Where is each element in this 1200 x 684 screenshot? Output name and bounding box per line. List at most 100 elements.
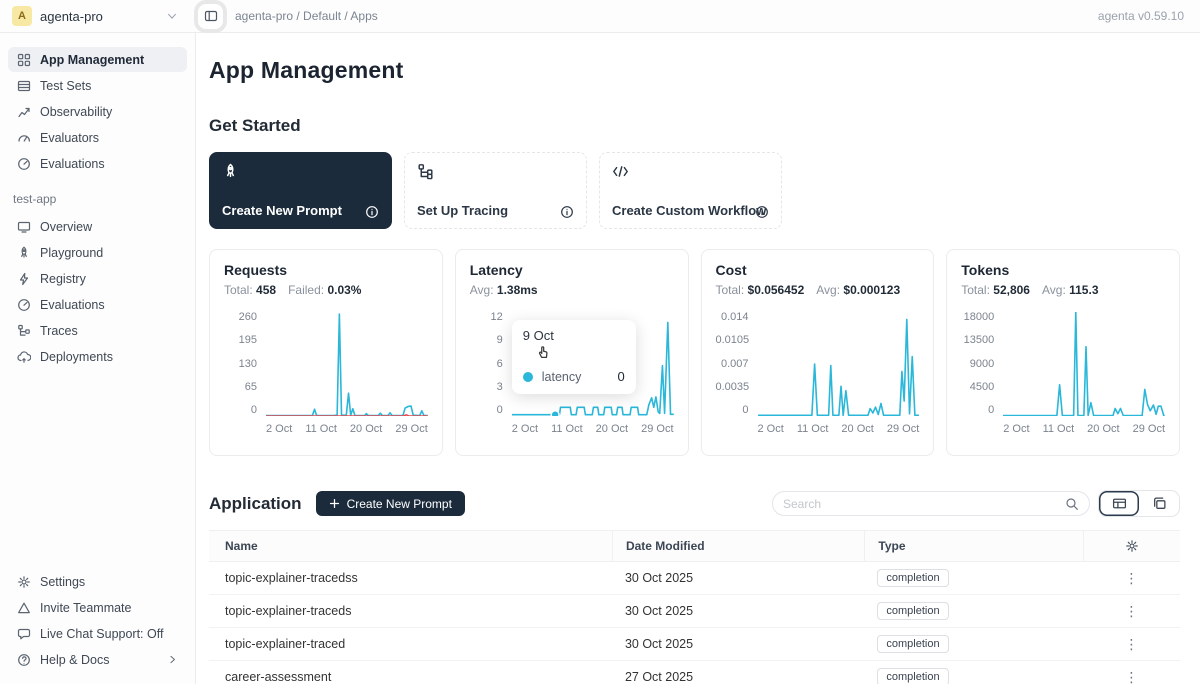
requests-chart[interactable]	[266, 312, 428, 416]
create-new-prompt-button[interactable]: Create New Prompt	[316, 491, 465, 516]
cost-chart[interactable]	[758, 312, 920, 416]
y-axis-labels: 1800013500900045000	[961, 312, 1003, 416]
create-custom-workflow-card[interactable]: Create Custom Workflow	[599, 152, 782, 229]
column-settings-icon[interactable]	[1125, 539, 1139, 553]
chevron-down-icon	[166, 10, 178, 22]
sidebar-item-settings[interactable]: Settings	[8, 569, 187, 594]
x-axis-labels: 2 Oct11 Oct20 Oct29 Oct	[716, 423, 920, 435]
application-header: Application Create New Prompt	[209, 490, 1180, 517]
column-header-name[interactable]: Name	[209, 531, 612, 561]
app-name[interactable]: topic-explainer-tracedss	[209, 571, 612, 585]
code-icon	[612, 163, 769, 180]
tree-icon	[17, 324, 31, 338]
search-icon[interactable]	[1065, 497, 1079, 511]
info-icon[interactable]	[365, 205, 379, 219]
row-menu-icon[interactable]: ⋮	[1118, 603, 1144, 620]
y-axis-labels: 0.0140.01050.0070.00350	[716, 312, 758, 416]
column-header-type[interactable]: Type	[864, 531, 1082, 561]
x-axis-labels: 2 Oct11 Oct20 Oct29 Oct	[961, 423, 1165, 435]
metric-stats: Total: 458Failed: 0.03%	[224, 283, 428, 297]
card-view-icon	[1152, 496, 1167, 511]
table-row[interactable]: career-assessment27 Oct 2025completion⋮	[209, 661, 1180, 684]
row-menu-icon[interactable]: ⋮	[1118, 669, 1144, 684]
info-icon[interactable]	[560, 205, 574, 219]
column-header-date-modified[interactable]: Date Modified	[612, 531, 864, 561]
x-axis-labels: 2 Oct11 Oct20 Oct29 Oct	[470, 423, 674, 435]
sidebar-item-test-sets[interactable]: Test Sets	[8, 73, 187, 98]
app-name[interactable]: career-assessment	[209, 670, 612, 684]
card-label: Create New Prompt	[222, 203, 342, 218]
sidebar-item-evaluations[interactable]: Evaluations	[8, 151, 187, 176]
sidebar-item-evaluators[interactable]: Evaluators	[8, 125, 187, 150]
chevron-right-icon	[167, 654, 178, 665]
date-modified: 30 Oct 2025	[612, 604, 864, 618]
hand-cursor-icon	[535, 344, 625, 359]
card-label: Set Up Tracing	[417, 203, 508, 218]
metric-cards: Requests Total: 458Failed: 0.03% 2601951…	[209, 249, 1180, 456]
app-name[interactable]: topic-explainer-traced	[209, 637, 612, 651]
series-dot	[523, 372, 533, 382]
table-row[interactable]: topic-explainer-tracedss30 Oct 2025 compl…	[209, 562, 1180, 595]
tooltip-series-label: latency	[542, 370, 582, 384]
get-started-cards: Create New Prompt Set Up Tracing Create …	[209, 152, 1180, 229]
tokens-chart[interactable]	[1003, 312, 1165, 416]
table-row[interactable]: topic-explainer-traceds30 Oct 2025comple…	[209, 595, 1180, 628]
plus-icon	[329, 498, 340, 509]
date-modified: 30 Oct 2025	[612, 637, 864, 651]
table-row[interactable]: topic-explainer-traced30 Oct 2025 complet…	[209, 628, 1180, 661]
monitor-icon	[17, 220, 31, 234]
y-axis-labels: 260195130650	[224, 312, 266, 416]
triangle-icon	[17, 601, 31, 615]
applications-table: Name Date Modified Type topic-explainer-…	[209, 530, 1180, 684]
type-badge: completion	[877, 569, 948, 587]
lightning-icon	[17, 272, 31, 286]
sidebar-item-overview[interactable]: Overview	[8, 214, 187, 239]
speedometer-icon	[17, 157, 31, 171]
date-modified: 30 Oct 2025	[612, 571, 864, 585]
app-name[interactable]: topic-explainer-traceds	[209, 604, 612, 618]
card-label: Create Custom Workflow	[612, 203, 766, 218]
requests-card: Requests Total: 458Failed: 0.03% 2601951…	[209, 249, 443, 456]
application-title: Application	[209, 494, 302, 514]
grid-icon	[17, 53, 31, 67]
tooltip-value: 0	[618, 369, 625, 384]
main-content: App Management Get Started Create New Pr…	[197, 33, 1200, 684]
workspace-name: agenta-pro	[40, 9, 103, 24]
type-badge: completion	[877, 635, 948, 653]
speedometer-icon	[17, 298, 31, 312]
x-axis-labels: 2 Oct11 Oct20 Oct29 Oct	[224, 423, 428, 435]
sidebar-item-traces[interactable]: Traces	[8, 318, 187, 343]
sidebar-item-invite-teammate[interactable]: Invite Teammate	[8, 595, 187, 620]
tree-icon	[417, 163, 574, 180]
sidebar-item-live-chat[interactable]: Live Chat Support: Off	[8, 621, 187, 646]
info-icon[interactable]	[755, 205, 769, 219]
latency-card: Latency Avg: 1.38ms 129630 2 Oct11 Oct20…	[455, 249, 689, 456]
sidebar-item-registry[interactable]: Registry	[8, 266, 187, 291]
sidebar-item-deployments[interactable]: Deployments	[8, 344, 187, 369]
tooltip-date: 9 Oct	[523, 328, 625, 343]
sidebar-item-help-docs[interactable]: Help & Docs	[8, 647, 187, 672]
sidebar-item-app-management[interactable]: App Management	[8, 47, 187, 72]
page-title: App Management	[209, 57, 1180, 84]
sidebar-item-evaluations-app[interactable]: Evaluations	[8, 292, 187, 317]
workspace-selector[interactable]: A agenta-pro	[0, 6, 186, 26]
row-menu-icon[interactable]: ⋮	[1118, 570, 1144, 587]
sidebar-toggle-button[interactable]	[198, 4, 223, 29]
search-box[interactable]	[772, 491, 1090, 516]
create-new-prompt-card[interactable]: Create New Prompt	[209, 152, 392, 229]
card-view-button[interactable]	[1139, 491, 1179, 516]
table-body: topic-explainer-tracedss30 Oct 2025compl…	[209, 562, 1180, 684]
rocket-icon	[17, 246, 31, 260]
set-up-tracing-card[interactable]: Set Up Tracing	[404, 152, 587, 229]
sidebar-section-label: test-app	[8, 176, 187, 214]
sidebar-item-observability[interactable]: Observability	[8, 99, 187, 124]
breadcrumb[interactable]: agenta-pro / Default / Apps	[235, 9, 378, 23]
trend-icon	[17, 105, 31, 119]
row-menu-icon[interactable]: ⋮	[1118, 636, 1144, 653]
gear-icon	[17, 575, 31, 589]
table-view-button[interactable]	[1099, 491, 1139, 516]
sidebar-item-playground[interactable]: Playground	[8, 240, 187, 265]
get-started-title: Get Started	[209, 116, 1180, 136]
metric-title: Latency	[470, 262, 674, 278]
search-input[interactable]	[783, 497, 1065, 511]
